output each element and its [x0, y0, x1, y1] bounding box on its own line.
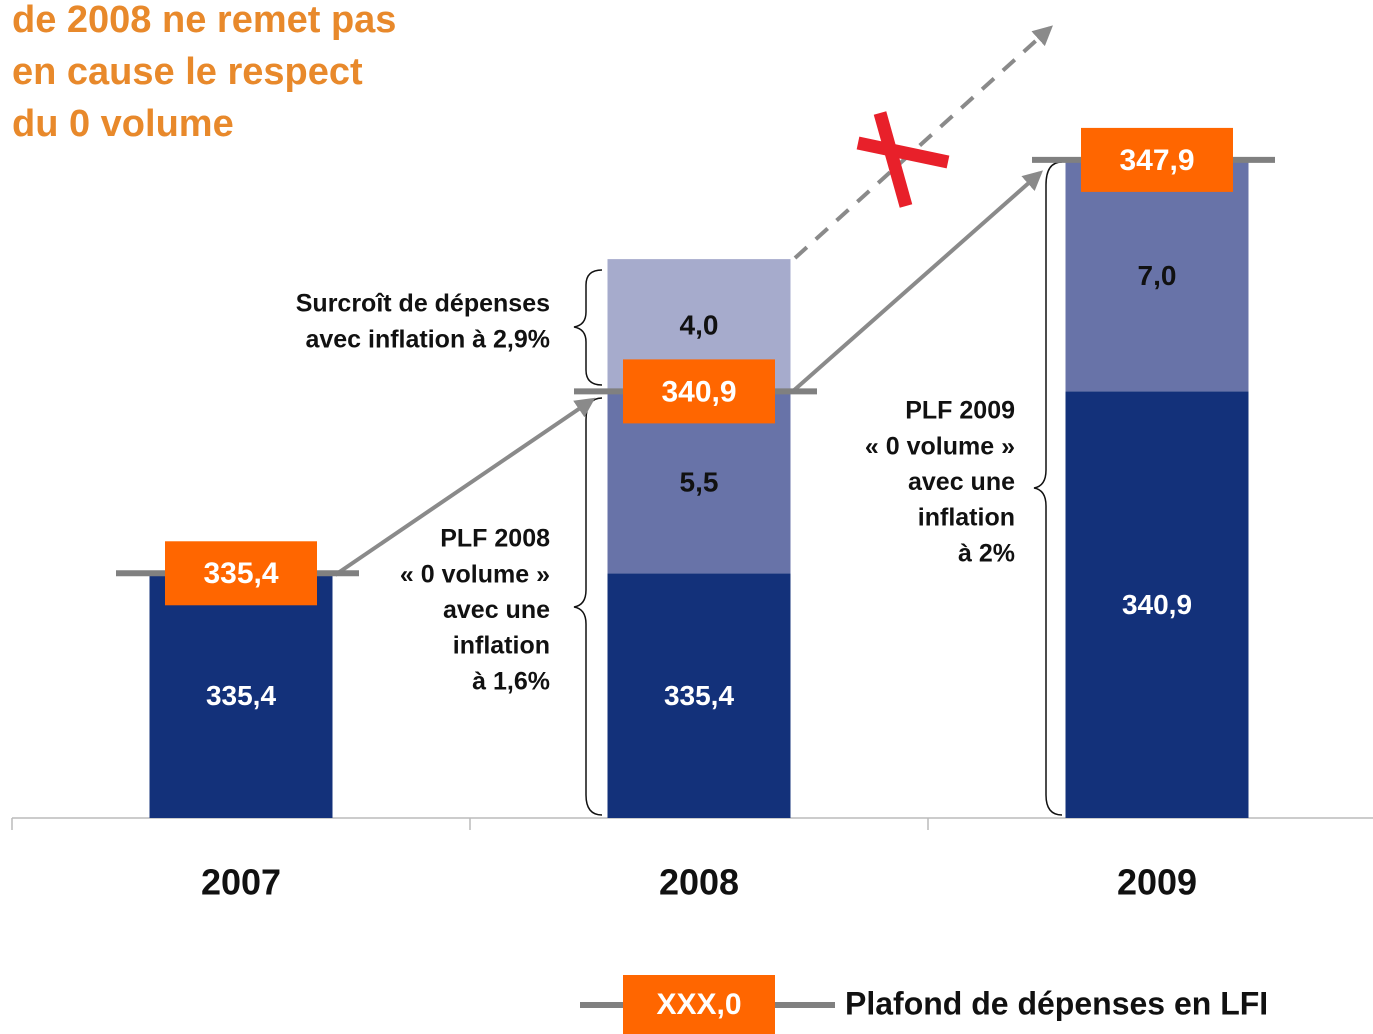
brace [1033, 161, 1063, 816]
ceiling-box [1081, 127, 1233, 192]
chart-title: du 0 volume [12, 103, 234, 145]
arrow [333, 397, 596, 577]
annotation: « 0 volume » [865, 432, 1015, 460]
bar-segment [1065, 391, 1249, 818]
annotation: inflation [918, 504, 1015, 532]
brace [573, 269, 603, 386]
annotation: avec une [908, 468, 1015, 496]
legend-sample: XXX,0 [656, 988, 741, 1021]
data-label: 335,4 [664, 680, 734, 711]
arrow [790, 170, 1043, 394]
ceiling-box [165, 541, 317, 606]
ceiling-label: 347,9 [1119, 144, 1194, 177]
annotation: avec inflation à 2,9% [305, 325, 550, 353]
dashed-arrow [793, 25, 1053, 260]
data-label: 5,5 [680, 467, 719, 498]
legend-label: Plafond de dépenses en LFI [845, 985, 1268, 1021]
bar-segment [607, 573, 791, 818]
x-tick-label: 2009 [1117, 862, 1197, 903]
annotation: à 1,6% [472, 667, 550, 695]
annotation: inflation [453, 632, 550, 660]
annotation: PLF 2009 [905, 397, 1015, 425]
chart-title: de 2008 ne remet pas [12, 0, 396, 41]
legend-box [623, 975, 775, 1034]
annotation: « 0 volume » [400, 560, 550, 588]
annotation: à 2% [958, 539, 1015, 567]
cross-stroke [873, 111, 913, 208]
data-label: 4,0 [680, 310, 719, 341]
annotation: PLF 2008 [440, 525, 550, 553]
annotation: Surcroît de dépenses [296, 290, 550, 318]
data-label: 335,4 [206, 680, 276, 711]
x-tick-label: 2007 [201, 862, 281, 903]
ceiling-label: 340,9 [661, 375, 736, 408]
cross [856, 111, 950, 208]
brace [573, 397, 603, 816]
data-label: 340,9 [1122, 589, 1192, 620]
ceiling-box [623, 359, 775, 424]
annotation: avec une [443, 596, 550, 624]
bar-segment [149, 573, 333, 818]
x-tick-label: 2008 [659, 862, 739, 903]
bar-segment [1065, 159, 1249, 392]
data-label: 7,0 [1138, 260, 1177, 291]
cross-stroke [856, 136, 950, 169]
chart-title: en cause le respect [12, 51, 363, 93]
ceiling-label: 335,4 [203, 557, 278, 590]
